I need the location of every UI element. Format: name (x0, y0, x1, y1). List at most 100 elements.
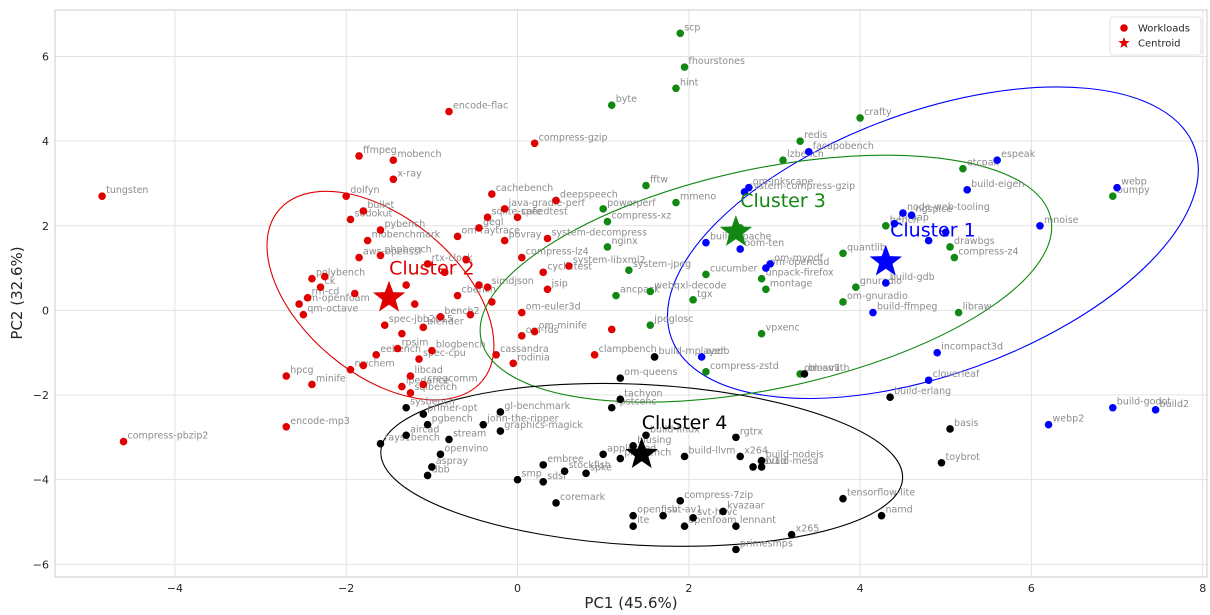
cluster-label: Cluster 3 (740, 190, 826, 212)
point-label: byte (616, 94, 637, 105)
workload-point (119, 437, 128, 446)
point-label: primesmps (740, 538, 793, 549)
point-label: fftw (650, 175, 668, 186)
point-label: tungsten (106, 185, 148, 196)
workload-point (757, 274, 766, 283)
y-tick-label: −6 (33, 558, 49, 571)
workload-point (629, 442, 637, 450)
workload-point (359, 207, 368, 215)
workload-point (479, 420, 488, 429)
point-label: system-decompress (551, 227, 646, 238)
point-label: java-gradle-perf (508, 198, 586, 209)
workload-point (650, 353, 659, 361)
workload-point (736, 245, 745, 253)
point-label: kvazaar (727, 500, 765, 511)
workload-point (372, 351, 380, 359)
point-label: om-raytrace (462, 225, 521, 236)
workload-point (389, 156, 398, 165)
cluster-ellipse (479, 154, 1053, 403)
point-label: rtx-clock (432, 253, 474, 264)
point-label: quantlib (847, 242, 886, 253)
x-tick-label: 8 (1199, 582, 1206, 595)
workload-point (380, 321, 389, 330)
point-label: montage (770, 278, 813, 289)
point-label: nginx (611, 236, 638, 247)
workload-point (954, 308, 963, 317)
point-label: build-godot (1117, 397, 1171, 408)
centroid-star (719, 215, 753, 246)
point-label: encode-mp3 (290, 416, 350, 427)
workload-point (629, 511, 637, 520)
workload-point (646, 287, 655, 296)
point-label: pybench (384, 219, 425, 230)
workload-point (1108, 403, 1117, 412)
workload-point (642, 431, 650, 440)
workload-point (993, 156, 1001, 165)
point-label: embree (547, 454, 584, 465)
y-tick-label: 2 (42, 220, 49, 233)
workload-point (800, 370, 809, 378)
point-label: tachyon (624, 388, 662, 399)
workload-point (565, 262, 573, 270)
workload-point (483, 283, 492, 291)
legend-centroid-label: Centroid (1138, 39, 1181, 50)
point-label: build-mplayer (659, 346, 725, 357)
point-label: openfoam (689, 515, 737, 526)
workload-point (517, 253, 526, 262)
point-label: encode-flac (453, 101, 508, 112)
point-label: blusing (637, 435, 671, 446)
workload-point (513, 475, 522, 484)
workload-point (539, 268, 548, 277)
legend-box (1109, 16, 1202, 56)
centroid-markers (372, 215, 902, 468)
legend-centroid-marker (1118, 37, 1130, 48)
workload-point (890, 219, 899, 228)
tick-labels: −4 −2 0 2 4 6 8 −6 −4 −2 0 2 4 6 (33, 51, 1206, 595)
workload-point (393, 344, 402, 353)
workload-point (839, 298, 847, 306)
cluster-label: Cluster 4 (642, 412, 728, 434)
point-label: om-av1 (804, 363, 840, 374)
workload-point (796, 137, 804, 145)
centroid-star (372, 280, 406, 312)
point-label: facapobench (813, 141, 874, 152)
workload-point (839, 249, 847, 258)
workload-point (423, 471, 432, 480)
workload-point (440, 268, 449, 277)
workload-point (445, 107, 453, 116)
workload-point (552, 499, 560, 507)
workload-point (1113, 183, 1121, 192)
point-label: x265 (796, 524, 820, 535)
workload-point (804, 147, 813, 156)
point-label: powerperf (607, 198, 656, 209)
workload-point (882, 279, 890, 287)
workload-point (719, 507, 727, 516)
point-label: spke (590, 462, 612, 473)
workload-point (445, 435, 453, 444)
point-label: system-libxml2 (573, 255, 646, 266)
workload-point (869, 308, 877, 317)
workload-point (646, 321, 655, 330)
workload-point (787, 530, 796, 539)
point-label: build-linux (650, 424, 700, 435)
point-label: svt-hevc (697, 507, 737, 518)
workload-point (950, 253, 959, 262)
workload-point (475, 281, 483, 289)
workload-point (282, 372, 291, 380)
workload-point (406, 389, 415, 397)
workload-point (852, 283, 860, 291)
point-label: fhourstones (689, 56, 745, 67)
point-label: sysbench (410, 397, 455, 408)
workload-point (762, 285, 770, 294)
point-label: sqlite-speedtest (492, 206, 568, 217)
point-label: incompact3d (941, 342, 1003, 353)
workload-point (282, 422, 291, 431)
centroid-star (869, 244, 902, 276)
workload-point (732, 545, 740, 554)
workload-point (320, 272, 329, 281)
workload-point (882, 221, 890, 230)
point-label: ite (637, 515, 649, 526)
point-label: john-the-ripper (486, 414, 558, 425)
point-label: dolfyn (350, 185, 379, 196)
workload-point (359, 361, 368, 370)
